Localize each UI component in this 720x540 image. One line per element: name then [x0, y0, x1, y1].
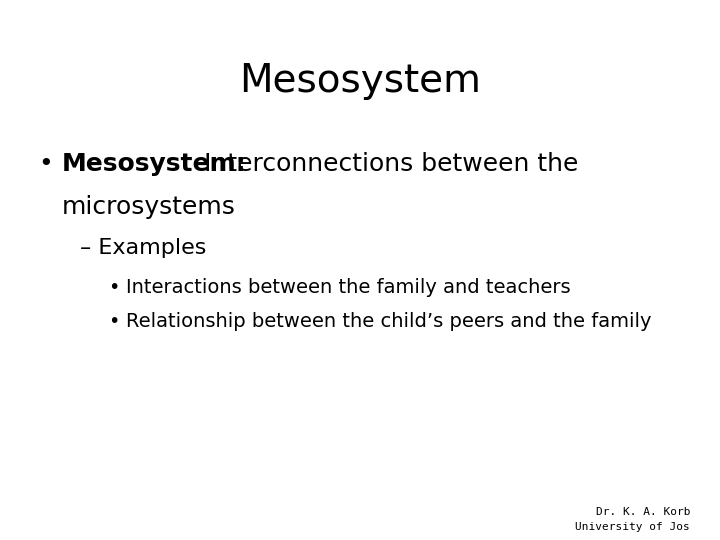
Text: Mesosystem:: Mesosystem:	[62, 152, 247, 176]
Text: Interactions between the family and teachers: Interactions between the family and teac…	[126, 278, 571, 297]
Text: Interconnections between the: Interconnections between the	[196, 152, 578, 176]
Text: •: •	[38, 152, 53, 176]
Text: microsystems: microsystems	[62, 195, 236, 219]
Text: Relationship between the child’s peers and the family: Relationship between the child’s peers a…	[126, 312, 652, 331]
Text: •: •	[108, 278, 120, 297]
Text: Mesosystem: Mesosystem	[239, 62, 481, 100]
Text: – Examples: – Examples	[80, 238, 207, 258]
Text: •: •	[108, 312, 120, 331]
Text: Dr. K. A. Korb: Dr. K. A. Korb	[595, 507, 690, 517]
Text: University of Jos: University of Jos	[575, 522, 690, 532]
